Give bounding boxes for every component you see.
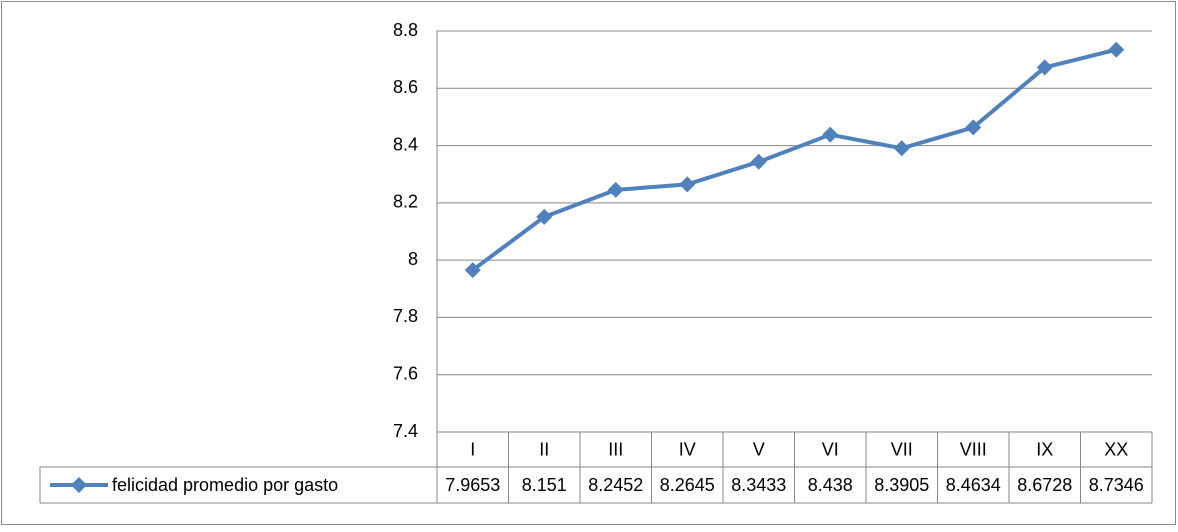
series-line [471, 47, 1117, 272]
marker [607, 181, 624, 198]
y-tick-label: 7.8 [393, 306, 418, 326]
marker [893, 140, 910, 157]
marker [1036, 59, 1053, 76]
x-tick-label: IV [679, 439, 696, 459]
marker [965, 119, 982, 136]
table-value: 8.6728 [1017, 475, 1072, 495]
y-tick-label: 8.6 [393, 77, 418, 97]
y-tick-label: 8.4 [393, 134, 418, 154]
table-value: 8.3433 [731, 475, 786, 495]
y-tick-label: 7.6 [393, 363, 418, 383]
legend-marker [71, 477, 87, 493]
x-tick-label: V [753, 439, 765, 459]
x-tick-label: VI [822, 439, 839, 459]
table-value: 8.2452 [588, 475, 643, 495]
table-value: 8.2645 [660, 475, 715, 495]
y-tick-label: 8.8 [393, 20, 418, 40]
y-tick-label: 8 [408, 249, 418, 269]
table-value: 8.3905 [874, 475, 929, 495]
x-tick-label: III [608, 439, 623, 459]
legend-label: felicidad promedio por gasto [112, 475, 338, 495]
x-tick-label: II [539, 439, 549, 459]
marker [822, 126, 839, 143]
y-tick-label: 7.4 [393, 421, 418, 441]
marker [679, 176, 696, 193]
x-tick-label: VII [891, 439, 913, 459]
table-value: 8.151 [522, 475, 567, 495]
x-tick-label: IX [1036, 439, 1053, 459]
marker [536, 208, 553, 225]
marker [464, 262, 481, 279]
table-value: 8.438 [808, 475, 853, 495]
marker [1108, 41, 1125, 58]
x-tick-label: VIII [960, 439, 987, 459]
table-value: 8.4634 [946, 475, 1001, 495]
x-tick-label: I [470, 439, 475, 459]
y-tick-label: 8.2 [393, 192, 418, 212]
table-value: 8.7346 [1089, 475, 1144, 495]
table-value: 7.9653 [445, 475, 500, 495]
marker [750, 153, 767, 170]
x-tick-label: XX [1104, 439, 1128, 459]
